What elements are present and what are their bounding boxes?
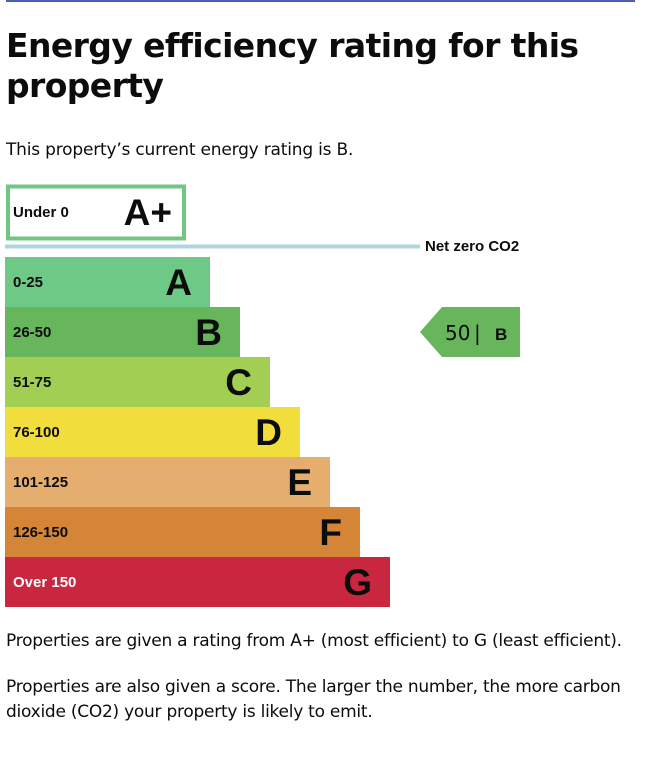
net-zero-range-label: Under 0: [13, 204, 69, 221]
rating-band-c: [5, 357, 270, 407]
band-letter: G: [343, 562, 372, 603]
band-letter: E: [287, 462, 312, 503]
score-explanation: Properties are also given a score. The l…: [6, 677, 621, 722]
rating-band-d: [5, 407, 300, 457]
net-zero-band: [6, 184, 186, 241]
band-letter: C: [225, 362, 252, 403]
page-title: Energy efficiency rating for this proper…: [6, 26, 579, 105]
band-range-label: 26-50: [13, 324, 51, 341]
band-range-label: 0-25: [13, 274, 43, 291]
rating-band-e: [5, 457, 330, 507]
current-score-separator: |: [474, 321, 481, 345]
net-zero-line: [5, 244, 420, 249]
energy-rating-chart: Under 0 A+ Net zero CO2 0-25 A 26-50 B 51-75 C 76…: [5, 184, 520, 607]
band-letter: B: [195, 312, 222, 353]
current-rating-letter: B: [495, 325, 507, 344]
band-range-label: 126-150: [13, 524, 68, 541]
rating-band-f: [5, 507, 360, 557]
current-score: 50: [445, 321, 470, 345]
rating-band-a: [5, 257, 210, 307]
band-letter: D: [255, 412, 282, 453]
band-range-label: 51-75: [13, 374, 51, 391]
band-range-label: 101-125: [13, 474, 68, 491]
top-rule: [6, 0, 635, 2]
band-range-label: Over 150: [13, 574, 76, 591]
net-zero-letter: A+: [124, 192, 172, 233]
band-letter: F: [319, 512, 342, 553]
band-range-label: 76-100: [13, 424, 60, 441]
current-rating-marker: [420, 307, 520, 357]
rating-explanation: Properties are given a rating from A+ (m…: [6, 631, 622, 651]
rating-band-b: [5, 307, 240, 357]
band-letter: A: [165, 262, 192, 303]
net-zero-label: Net zero CO2: [425, 238, 519, 255]
current-rating-text: This property’s current energy rating is…: [6, 140, 354, 160]
rating-band-g: [5, 557, 390, 607]
